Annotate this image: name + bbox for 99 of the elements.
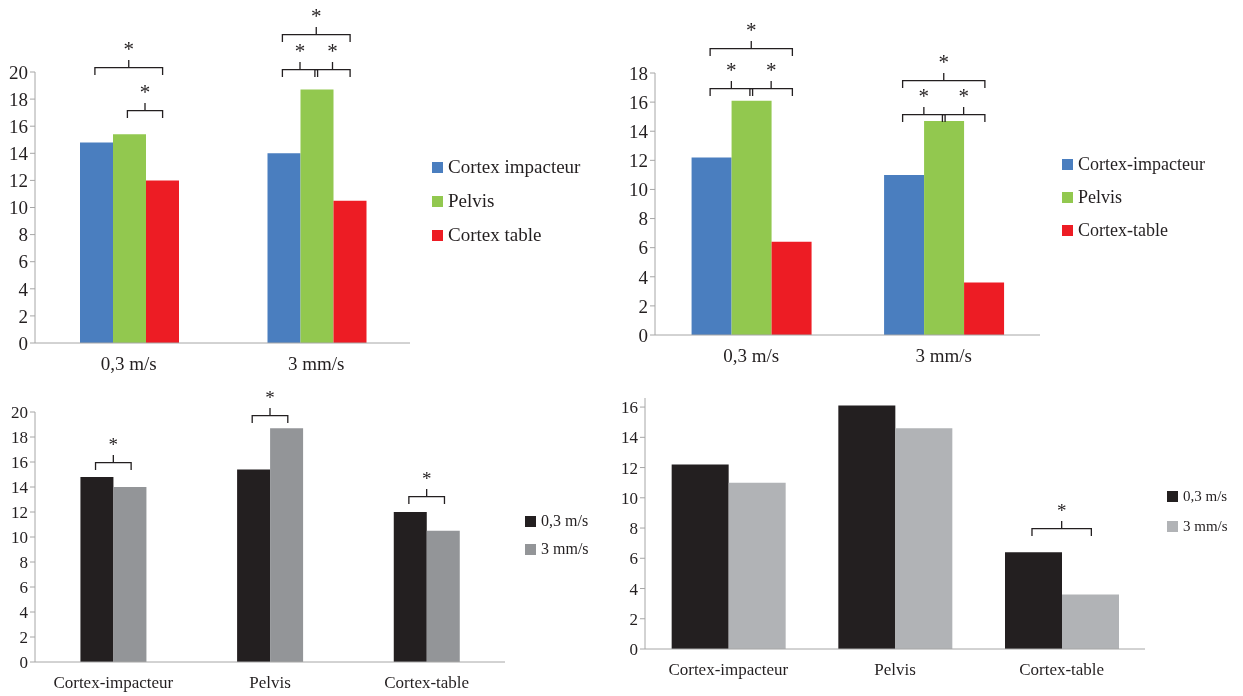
y-tick-label: 0 [629, 640, 638, 660]
legend-label: Cortex-impacteur [1078, 154, 1205, 175]
text: * [123, 37, 134, 61]
y-tick-label: 8 [638, 208, 648, 230]
bar [771, 241, 812, 335]
x-tick-label: 3 mm/s [915, 345, 972, 367]
x-tick-label: 0,3 m/s [723, 345, 780, 367]
bar [333, 200, 367, 343]
legend-label: Cortex table [448, 224, 542, 246]
bar [671, 464, 729, 649]
bar [300, 89, 334, 343]
y-tick-label: 12 [11, 503, 28, 523]
y-tick-label: 16 [9, 115, 28, 137]
y-tick-label: 20 [9, 61, 28, 83]
y-tick-label: 4 [19, 603, 29, 623]
x-tick-label: Cortex-table [384, 673, 470, 693]
bar [731, 100, 772, 335]
y-tick-label: 2 [18, 305, 28, 327]
annotation: * [765, 58, 777, 82]
y-tick-label: 10 [9, 197, 28, 219]
annotation: * [918, 84, 930, 108]
y-tick-label: 12 [9, 170, 28, 192]
y-tick-label: 0 [19, 653, 28, 673]
y-tick-label: 16 [11, 453, 28, 473]
bar [80, 142, 113, 343]
legend-label: Pelvis [448, 190, 495, 212]
bar [113, 134, 146, 343]
y-tick-label: 2 [629, 609, 638, 629]
y-tick-label: 0 [638, 324, 648, 346]
y-tick-label: 18 [629, 62, 648, 84]
bar [146, 180, 179, 343]
legend-label: Cortex impacteur [448, 156, 581, 178]
y-tick-label: 2 [19, 628, 28, 648]
bar [964, 282, 1005, 335]
y-tick-label: 4 [638, 266, 649, 288]
y-tick-label: 14 [11, 478, 29, 498]
y-tick-label: 8 [629, 519, 638, 539]
legend-label: 0,3 m/s [541, 512, 589, 530]
legend-label: Pelvis [1078, 187, 1123, 208]
annotation: * [958, 84, 969, 108]
x-tick-label: Cortex-impacteur [668, 660, 789, 680]
x-tick-label: 0,3 m/s [100, 353, 157, 375]
y-tick-label: 10 [629, 179, 648, 201]
legend-label: 3 mm/s [541, 540, 589, 558]
y-tick-label: 20 [11, 403, 28, 423]
bar [895, 428, 953, 649]
text: * [746, 18, 757, 42]
x-tick-label: 3 mm/s [288, 353, 345, 375]
bar [1062, 594, 1119, 649]
bar [80, 477, 114, 662]
y-tick-label: 6 [19, 578, 28, 598]
x-tick-label: Cortex-table [1019, 660, 1105, 680]
y-tick-label: 14 [621, 428, 639, 448]
text: * [294, 39, 306, 63]
bar [426, 530, 460, 662]
bar [393, 512, 427, 662]
y-tick-label: 10 [621, 488, 638, 508]
y-tick-label: 4 [629, 579, 639, 599]
bar [113, 487, 147, 662]
bar [267, 153, 301, 343]
text: * [327, 39, 338, 63]
bar [691, 157, 732, 335]
y-tick-label: 18 [11, 428, 28, 448]
legend-label: Cortex-table [1078, 220, 1168, 241]
y-tick-label: 6 [629, 549, 638, 569]
bar [237, 469, 271, 662]
y-tick-label: 0 [18, 332, 28, 354]
y-tick-label: 18 [9, 88, 28, 110]
y-tick-label: 4 [18, 278, 29, 300]
annotation: * [938, 50, 949, 74]
y-tick-label: 10 [11, 528, 28, 548]
x-tick-label: Cortex-impacteur [53, 673, 174, 693]
y-tick-label: 8 [19, 553, 28, 573]
y-tick-label: 14 [629, 120, 649, 142]
y-tick-label: 14 [9, 143, 29, 165]
annotation: * [1056, 500, 1067, 521]
annotation: * [108, 434, 119, 455]
bar [728, 482, 786, 649]
text: * [311, 4, 322, 28]
bar [838, 405, 896, 649]
bar [884, 174, 925, 335]
y-tick-label: 6 [18, 251, 28, 273]
text: * [265, 387, 275, 408]
y-tick-label: 2 [638, 295, 648, 317]
legend-label: 3 mm/s [1183, 517, 1228, 535]
y-tick-label: 12 [621, 458, 638, 478]
y-tick-label: 6 [638, 237, 648, 259]
y-tick-label: 16 [621, 398, 638, 418]
x-tick-label: Pelvis [249, 673, 291, 693]
annotation: * [421, 468, 432, 489]
legend-label: 0,3 m/s [1183, 487, 1228, 505]
y-tick-label: 16 [629, 91, 648, 113]
y-tick-label: 8 [18, 224, 28, 246]
annotation: * [139, 80, 151, 104]
x-tick-label: Pelvis [874, 660, 916, 680]
annotation: * [726, 58, 737, 82]
y-tick-label: 12 [629, 150, 648, 172]
bar [1005, 552, 1062, 649]
bar [270, 428, 304, 662]
